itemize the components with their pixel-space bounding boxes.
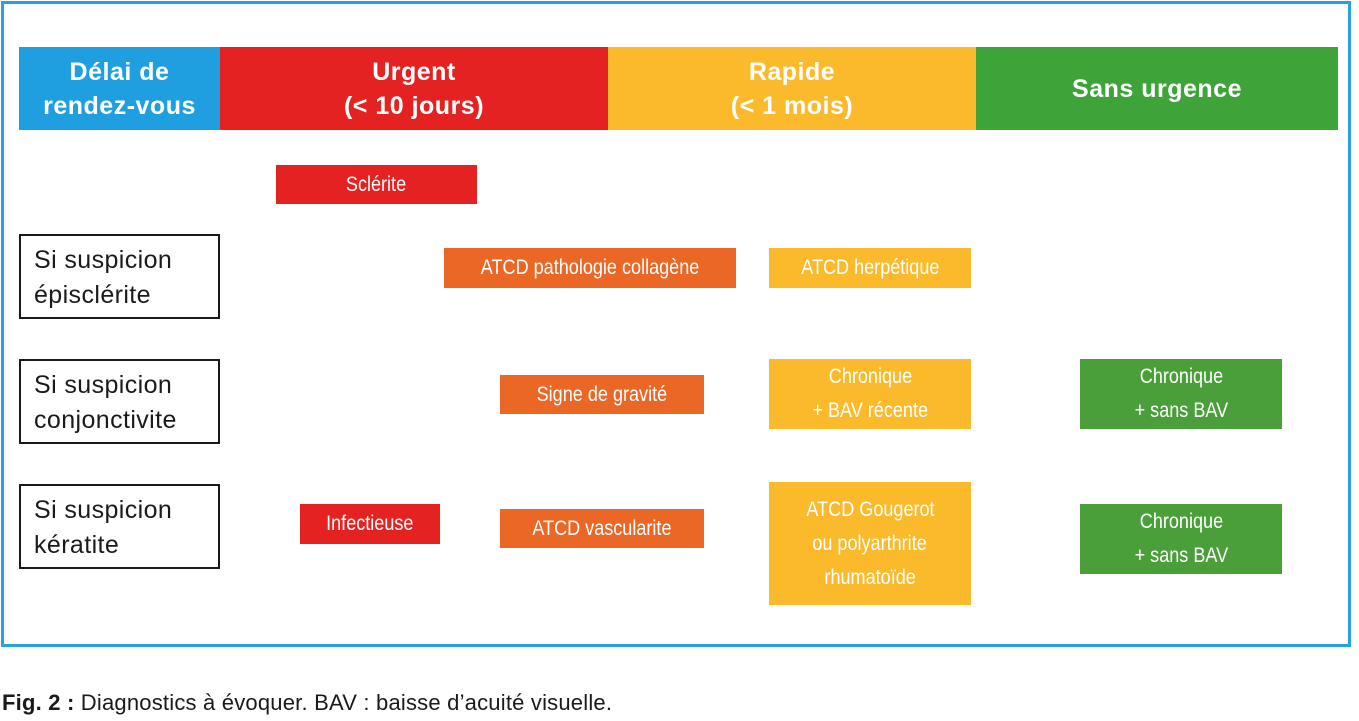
row-label-conjonctivite-line1: Si suspicion bbox=[34, 371, 173, 399]
box-chronique-bav-recente: Chronique + BAV récente bbox=[769, 359, 971, 429]
figure-frame bbox=[1, 1, 1351, 647]
header-urgent: Urgent (< 10 jours) bbox=[220, 47, 608, 130]
row-label-conjonctivite-line2: conjonctivite bbox=[34, 406, 177, 434]
header-urgent-line2: (< 10 jours) bbox=[343, 91, 485, 120]
row-label-episclerite: Si suspicion épisclérite bbox=[19, 234, 220, 319]
box-atcd-collagene: ATCD pathologie collagène bbox=[444, 248, 736, 288]
header-rapide-line1: Rapide bbox=[748, 57, 836, 86]
figure-caption: Fig. 2 : Diagnostics à évoquer. BAV : ba… bbox=[2, 690, 612, 716]
header-sans-urgence: Sans urgence bbox=[976, 47, 1338, 130]
box-atcd-gougerot-line3: rhumatoïde bbox=[824, 565, 916, 589]
box-atcd-gougerot-line1: ATCD Gougerot bbox=[805, 497, 935, 521]
box-chronique-sans-bav-conjonctivite: Chronique + sans BAV bbox=[1080, 359, 1282, 429]
box-infectieuse: Infectieuse bbox=[300, 504, 440, 544]
row-label-keratite-line1: Si suspicion bbox=[34, 496, 173, 524]
header-delai: Délai de rendez-vous bbox=[19, 47, 220, 130]
box-atcd-gougerot: ATCD Gougerot ou polyarthrite rhumatoïde bbox=[769, 482, 971, 605]
header-sans-urgence-line1: Sans urgence bbox=[1072, 74, 1242, 103]
box-atcd-herpetique-label: ATCD herpétique bbox=[800, 256, 940, 279]
row-label-conjonctivite: Si suspicion conjonctivite bbox=[19, 359, 220, 444]
box-atcd-herpetique: ATCD herpétique bbox=[769, 248, 971, 288]
box-atcd-vascularite-label: ATCD vascularite bbox=[532, 516, 672, 540]
box-chronique-sans-bav-1-line2: + sans BAV bbox=[1134, 399, 1228, 422]
row-label-keratite: Si suspicion kératite bbox=[19, 484, 220, 569]
box-atcd-gougerot-line2: ou polyarthrite bbox=[812, 531, 928, 555]
header-delai-line2: rendez-vous bbox=[43, 91, 196, 120]
box-chronique-sans-bav-1-line1: Chronique bbox=[1139, 365, 1223, 388]
box-infectieuse-label: Infectieuse bbox=[326, 512, 414, 535]
header-rapide-line2: (< 1 mois) bbox=[730, 91, 854, 120]
figure-caption-label: Fig. 2 : bbox=[2, 690, 75, 715]
header-delai-line1: Délai de bbox=[69, 57, 170, 86]
box-chronique-sans-bav-2-line2: + sans BAV bbox=[1134, 544, 1228, 567]
header-rapide: Rapide (< 1 mois) bbox=[608, 47, 976, 130]
row-label-keratite-line2: kératite bbox=[34, 531, 120, 559]
box-chronique-sans-bav-2-line1: Chronique bbox=[1139, 510, 1223, 533]
row-label-episclerite-line2: épisclérite bbox=[34, 281, 151, 309]
box-sclerite-label: Sclérite bbox=[346, 172, 407, 196]
figure-caption-text: Diagnostics à évoquer. BAV : baisse d’ac… bbox=[74, 690, 613, 715]
box-atcd-collagene-label: ATCD pathologie collagène bbox=[480, 256, 700, 279]
header-urgent-line1: Urgent bbox=[372, 57, 456, 86]
box-signe-gravite: Signe de gravité bbox=[500, 375, 704, 414]
box-sclerite: Sclérite bbox=[276, 165, 477, 204]
row-label-episclerite-line1: Si suspicion bbox=[34, 246, 173, 274]
box-chronique-sans-bav-keratite: Chronique + sans BAV bbox=[1080, 504, 1282, 574]
box-signe-gravite-label: Signe de gravité bbox=[536, 382, 668, 406]
box-atcd-vascularite: ATCD vascularite bbox=[500, 509, 704, 548]
box-chronique-bav-recente-line2: + BAV récente bbox=[812, 399, 928, 422]
box-chronique-bav-recente-line1: Chronique bbox=[828, 365, 912, 388]
